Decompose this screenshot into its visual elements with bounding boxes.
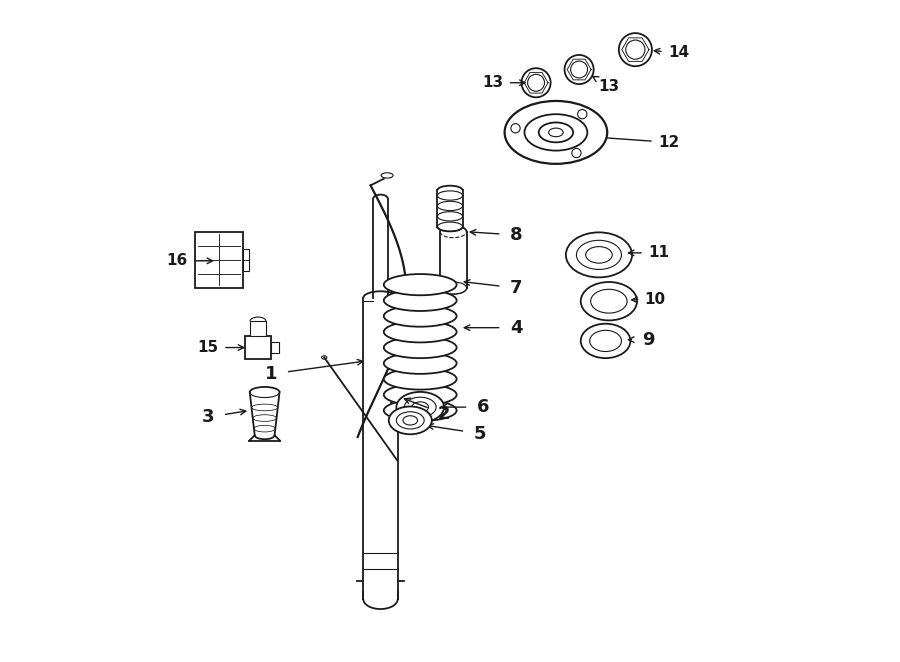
Bar xyxy=(243,249,249,271)
Ellipse shape xyxy=(437,222,463,232)
Ellipse shape xyxy=(580,324,630,358)
Text: 9: 9 xyxy=(643,330,655,349)
Ellipse shape xyxy=(437,191,463,200)
Ellipse shape xyxy=(383,321,456,342)
Ellipse shape xyxy=(383,337,456,358)
Ellipse shape xyxy=(412,402,428,412)
Ellipse shape xyxy=(437,201,463,211)
Text: 1: 1 xyxy=(265,365,277,383)
Circle shape xyxy=(619,33,652,66)
Bar xyxy=(271,342,279,353)
Ellipse shape xyxy=(383,400,456,421)
Text: 13: 13 xyxy=(598,79,619,93)
Circle shape xyxy=(578,109,587,118)
Ellipse shape xyxy=(383,368,456,389)
Ellipse shape xyxy=(580,282,637,320)
Ellipse shape xyxy=(539,122,573,142)
Text: 6: 6 xyxy=(477,398,490,416)
Ellipse shape xyxy=(383,290,456,311)
Circle shape xyxy=(572,148,581,158)
Text: 3: 3 xyxy=(202,408,214,426)
Ellipse shape xyxy=(440,282,466,294)
Text: 12: 12 xyxy=(658,135,680,150)
Ellipse shape xyxy=(404,397,436,417)
Ellipse shape xyxy=(549,128,563,137)
Text: 16: 16 xyxy=(166,254,188,268)
Ellipse shape xyxy=(590,289,627,313)
Text: 7: 7 xyxy=(510,279,522,297)
Text: 15: 15 xyxy=(198,340,219,355)
Text: 13: 13 xyxy=(482,75,504,90)
Circle shape xyxy=(626,40,645,60)
Ellipse shape xyxy=(383,384,456,405)
Ellipse shape xyxy=(383,353,456,374)
Ellipse shape xyxy=(437,212,463,221)
Ellipse shape xyxy=(396,392,444,422)
Bar xyxy=(195,232,243,288)
Text: 8: 8 xyxy=(510,226,523,244)
Text: 2: 2 xyxy=(437,404,450,423)
Circle shape xyxy=(521,68,551,97)
Text: 5: 5 xyxy=(473,424,486,443)
Ellipse shape xyxy=(383,306,456,327)
Ellipse shape xyxy=(590,330,622,352)
Circle shape xyxy=(511,124,520,133)
Ellipse shape xyxy=(566,232,632,277)
Ellipse shape xyxy=(389,406,432,434)
Ellipse shape xyxy=(396,412,424,429)
Text: 10: 10 xyxy=(644,293,666,307)
Circle shape xyxy=(527,74,544,91)
Ellipse shape xyxy=(525,115,588,151)
Ellipse shape xyxy=(403,416,418,425)
Text: 11: 11 xyxy=(648,246,669,260)
Circle shape xyxy=(564,55,594,84)
Bar xyxy=(245,336,271,359)
Ellipse shape xyxy=(383,274,456,295)
Circle shape xyxy=(571,61,588,78)
Bar xyxy=(250,321,266,336)
Ellipse shape xyxy=(321,356,327,359)
Ellipse shape xyxy=(505,101,608,164)
Ellipse shape xyxy=(586,247,612,263)
Ellipse shape xyxy=(382,173,393,178)
Ellipse shape xyxy=(576,240,622,269)
Text: 14: 14 xyxy=(668,46,689,60)
Text: 4: 4 xyxy=(510,318,522,337)
